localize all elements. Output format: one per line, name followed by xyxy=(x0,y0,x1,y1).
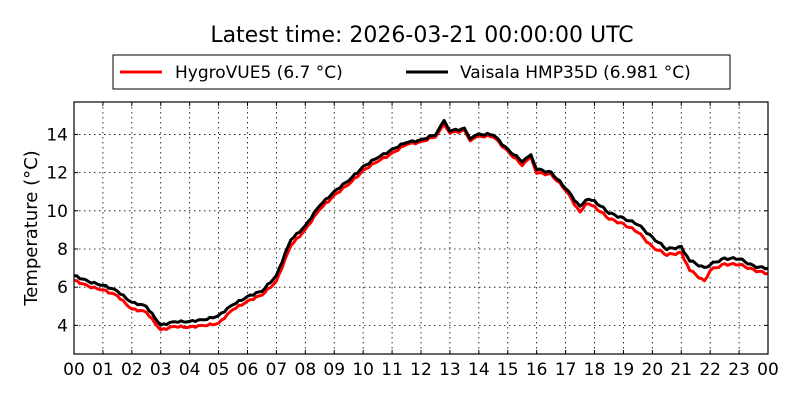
y-tick-label: 8 xyxy=(57,240,68,260)
x-tick-label: 04 xyxy=(179,360,201,380)
legend-label-vaisala: Vaisala HMP35D (6.981 °C) xyxy=(460,63,691,83)
x-tick-label: 22 xyxy=(699,360,721,380)
y-tick-label: 14 xyxy=(46,125,68,145)
ticks: 00 01 02 03 04 05 06 07 08 09 10 11 12 13 14 15 16 17 18 19… xyxy=(46,102,779,380)
x-tick-label: 14 xyxy=(468,360,490,380)
x-tick-label: 23 xyxy=(728,360,750,380)
y-tick-label: 12 xyxy=(46,164,68,184)
x-tick-label: 07 xyxy=(266,360,288,380)
legend-label-hygrovue5: HygroVUE5 (6.7 °C) xyxy=(175,63,343,83)
y-tick-label: 4 xyxy=(57,316,68,336)
x-tick-label: 01 xyxy=(92,360,114,380)
x-tick-label: 21 xyxy=(670,360,692,380)
x-tick-label: 05 xyxy=(208,360,230,380)
x-tick-label: 11 xyxy=(381,360,403,380)
x-tick-label: 06 xyxy=(237,360,259,380)
x-tick-label: 02 xyxy=(121,360,143,380)
x-tick-label: 18 xyxy=(584,360,606,380)
y-tick-label: 10 xyxy=(46,202,68,222)
legend: HygroVUE5 (6.7 °C) Vaisala HMP35D (6.981… xyxy=(112,54,731,90)
y-axis-label: Temperature (°C) xyxy=(21,150,42,306)
x-tick-label: 08 xyxy=(295,360,317,380)
y-tick-label: 6 xyxy=(57,278,68,298)
x-tick-label: 17 xyxy=(555,360,577,380)
x-tick-label: 09 xyxy=(323,360,345,380)
chart-title: Latest time: 2026-03-21 00:00:00 UTC xyxy=(210,23,633,48)
x-tick-label: 15 xyxy=(497,360,519,380)
series-lines xyxy=(73,118,769,332)
x-tick-label: 16 xyxy=(526,360,548,380)
x-tick-label: 13 xyxy=(439,360,461,380)
series-line-hygrovue5 xyxy=(73,122,768,332)
x-tick-label: 03 xyxy=(150,360,172,380)
x-tick-label: 12 xyxy=(410,360,432,380)
series-line-vaisala xyxy=(73,118,769,327)
x-tick-label: 00 xyxy=(757,360,779,380)
x-tick-label: 19 xyxy=(613,360,635,380)
x-tick-label: 10 xyxy=(352,360,374,380)
x-tick-label: 00 xyxy=(63,360,85,380)
x-tick-label: 20 xyxy=(642,360,664,380)
